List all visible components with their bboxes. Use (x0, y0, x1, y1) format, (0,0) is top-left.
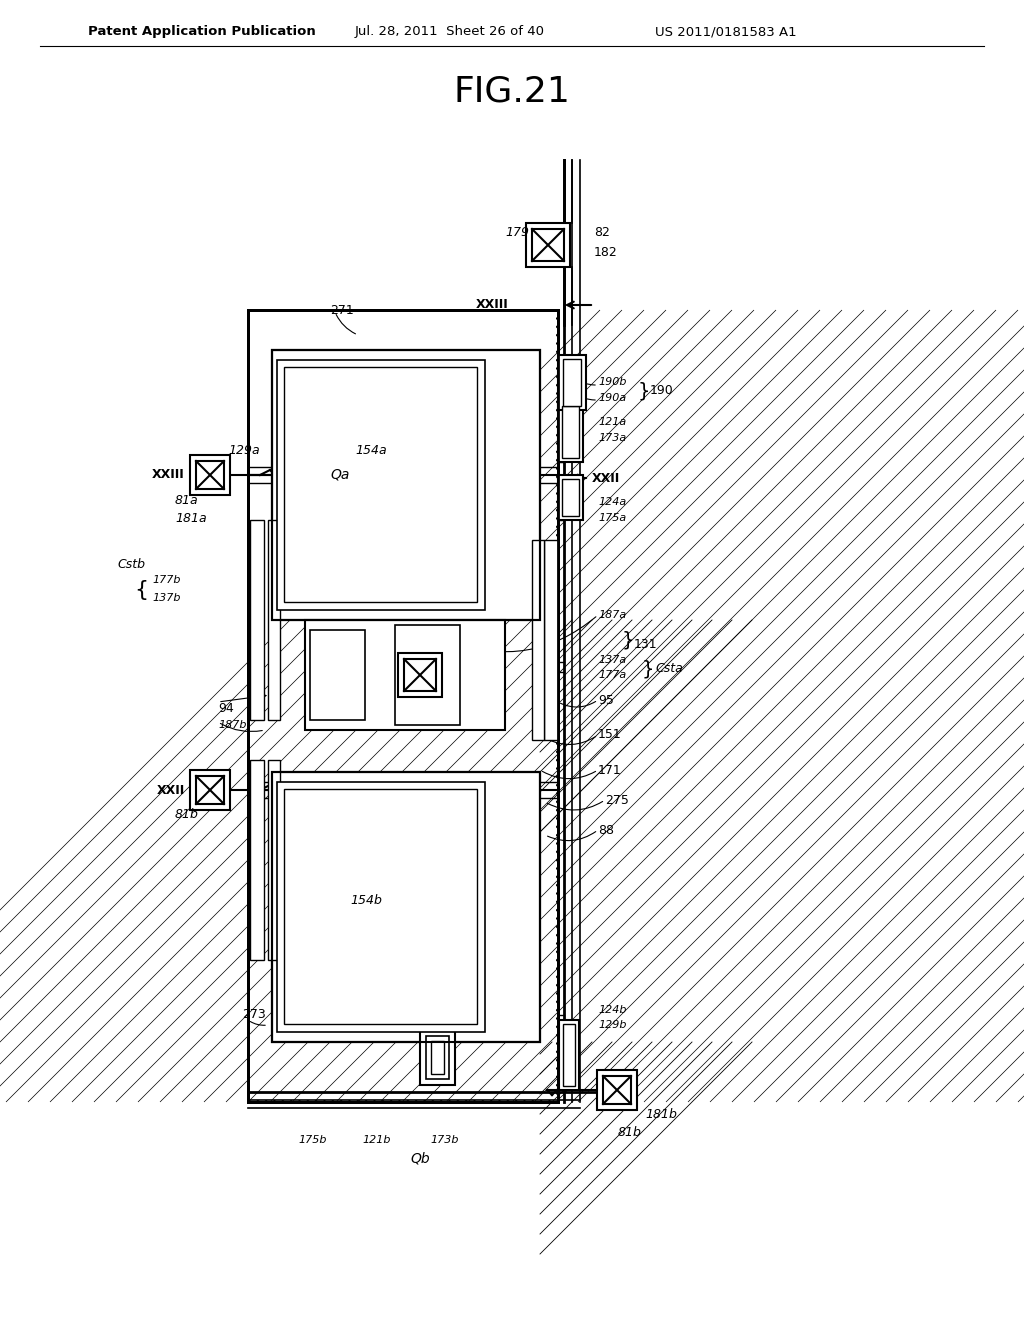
Text: 137b: 137b (152, 593, 180, 603)
Text: 82: 82 (594, 226, 610, 239)
Bar (250, 312, 556, 1100)
Bar (305, 620, 505, 730)
Bar (284, 367, 477, 602)
Text: 190: 190 (650, 384, 674, 397)
Text: 124a: 124a (598, 498, 627, 507)
Text: 175b: 175b (298, 1135, 327, 1144)
Bar (272, 350, 540, 620)
Bar (395, 624, 460, 725)
Bar (272, 772, 540, 1041)
Text: 173b: 173b (430, 1135, 459, 1144)
Text: 81a: 81a (175, 494, 199, 507)
Bar (562, 407, 579, 458)
Text: 187a: 187a (598, 610, 627, 620)
Text: Patent Application Publication: Patent Application Publication (88, 25, 315, 38)
Bar (268, 520, 280, 719)
Text: }: } (642, 660, 654, 678)
Bar (272, 772, 540, 1041)
Text: 190b: 190b (598, 378, 627, 387)
Text: 137a: 137a (598, 655, 627, 665)
Bar (404, 659, 436, 690)
Text: 94: 94 (218, 701, 233, 714)
Text: 271: 271 (330, 304, 353, 317)
Bar (597, 1071, 637, 1110)
Text: 154b: 154b (350, 894, 382, 907)
Text: US 2011/0181583 A1: US 2011/0181583 A1 (655, 25, 797, 38)
Bar (190, 770, 230, 810)
Bar (558, 475, 583, 520)
Bar (284, 789, 477, 1024)
Text: 187b: 187b (218, 719, 247, 730)
Bar (196, 461, 224, 488)
Text: 181a: 181a (175, 511, 207, 524)
Bar (278, 781, 485, 1032)
Bar (544, 540, 558, 741)
Text: 131: 131 (634, 639, 657, 652)
Text: 181b: 181b (645, 1109, 677, 1122)
Text: XXIII: XXIII (153, 469, 185, 482)
Text: 95: 95 (598, 693, 613, 706)
Bar (398, 653, 442, 697)
Text: }: } (622, 631, 635, 649)
Bar (532, 228, 564, 261)
Text: 182: 182 (594, 246, 617, 259)
Bar (562, 479, 579, 516)
Text: Jul. 28, 2011  Sheet 26 of 40: Jul. 28, 2011 Sheet 26 of 40 (355, 25, 545, 38)
Bar (310, 630, 365, 719)
Text: Csta: Csta (655, 663, 683, 676)
Text: 121a: 121a (598, 417, 627, 426)
Text: 173a: 173a (598, 433, 627, 444)
Text: 175a: 175a (598, 513, 627, 523)
Bar (248, 310, 558, 1102)
Text: FIG.21: FIG.21 (454, 75, 570, 110)
Text: 171: 171 (598, 763, 622, 776)
Text: 177a: 177a (598, 671, 627, 680)
Text: 190a: 190a (598, 393, 627, 403)
Text: }: } (638, 381, 650, 400)
Text: 177b: 177b (152, 576, 180, 585)
Bar (563, 359, 581, 407)
Text: 129b: 129b (598, 1020, 627, 1030)
Text: Qb: Qb (411, 1151, 430, 1166)
Bar (250, 520, 264, 719)
Bar (272, 350, 540, 620)
Bar (426, 1036, 449, 1078)
Bar (248, 310, 558, 1102)
Text: 179: 179 (505, 226, 529, 239)
Bar (559, 1020, 579, 1090)
Text: XXIII: XXIII (476, 298, 509, 312)
Text: {: { (134, 579, 148, 601)
Bar (563, 1024, 575, 1086)
Bar (272, 350, 540, 620)
Text: 81b: 81b (175, 808, 199, 821)
Bar (196, 776, 224, 804)
Text: 129a: 129a (228, 444, 260, 457)
Text: 154a: 154a (355, 444, 387, 457)
Bar (431, 1041, 444, 1074)
Bar (558, 403, 583, 462)
Text: 273: 273 (242, 1008, 266, 1022)
Text: 275: 275 (605, 793, 629, 807)
Bar (603, 1076, 631, 1104)
Bar (190, 455, 230, 495)
Text: Qa: Qa (330, 469, 349, 482)
Bar (248, 310, 558, 1102)
Text: 81b: 81b (618, 1126, 642, 1138)
Bar (420, 1030, 455, 1085)
Text: 124b: 124b (598, 1005, 627, 1015)
Text: 88: 88 (598, 824, 614, 837)
Text: Cstb: Cstb (117, 558, 145, 572)
Text: XXII: XXII (157, 784, 185, 796)
Bar (278, 360, 485, 610)
Bar (526, 223, 570, 267)
Bar (272, 772, 540, 1041)
Bar (250, 760, 264, 960)
Bar (268, 760, 280, 960)
Bar (532, 540, 544, 741)
Text: XXII: XXII (592, 471, 621, 484)
Bar (248, 310, 558, 1102)
Bar (558, 355, 586, 411)
Text: 151: 151 (598, 729, 622, 742)
Text: 121b: 121b (362, 1135, 390, 1144)
